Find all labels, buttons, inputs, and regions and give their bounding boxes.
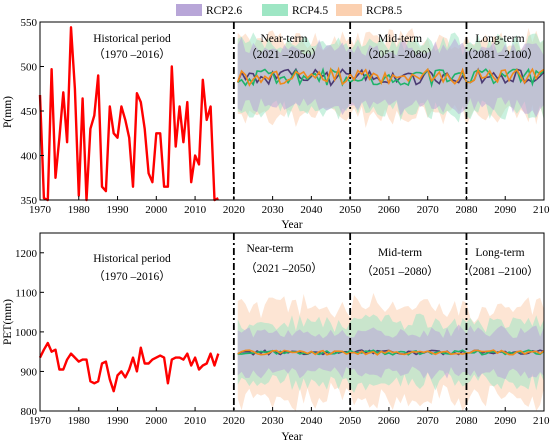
pet-xtick-label-1970: 1970 xyxy=(29,415,52,427)
pet-period-near-name: Near-term xyxy=(246,243,293,255)
p-period-mid-range: （2051 –2080） xyxy=(361,48,439,61)
pet-xtick-label-2080: 2080 xyxy=(455,415,478,427)
p-xtick-label-1990: 1990 xyxy=(107,204,130,216)
p-xtick-label-2090: 2090 xyxy=(494,204,517,216)
p-ytick-label-450: 450 xyxy=(21,106,38,118)
pet-xtick-label-1980: 1980 xyxy=(68,415,91,427)
p-xtick-label-1970: 1970 xyxy=(29,204,52,216)
p-period-long-range: （2081 –2100） xyxy=(461,48,539,61)
legend-label-rcp45: RCP4.5 xyxy=(292,5,328,17)
legend-swatch-rcp85 xyxy=(336,4,362,16)
pet-period-long-name: Long-term xyxy=(475,247,524,259)
p-xtick-label-2070: 2070 xyxy=(417,204,440,216)
pet-xtick-label-2020: 2020 xyxy=(223,415,246,427)
p-ytick-label-350: 350 xyxy=(21,195,38,207)
legend: RCP2.6 RCP4.5 RCP8.5 xyxy=(176,4,402,17)
p-ytick-label-550: 550 xyxy=(21,17,38,29)
pet-historical-series xyxy=(38,341,220,393)
p-period-near-name: Near-term xyxy=(260,33,307,45)
p-xtick-label-2080: 2080 xyxy=(455,204,478,216)
precipitation-panel: 1970 1980 1990 2000 2010 2020 2030 2040 2050 2060… xyxy=(2,17,550,231)
pet-projection-lines xyxy=(237,349,545,356)
pet-xtick-label-2090: 2090 xyxy=(494,415,517,427)
p-xtick-label-2050: 2050 xyxy=(339,204,362,216)
p-uncertainty-bands xyxy=(237,27,544,128)
p-xtick-label-2010: 2010 xyxy=(184,204,207,216)
legend-label-rcp85: RCP8.5 xyxy=(366,5,402,17)
p-period-historical-name: Historical period xyxy=(93,33,171,45)
p-period-historical-range: （1970 –2016） xyxy=(93,48,171,61)
pet-xtick-label-2030: 2030 xyxy=(262,415,285,427)
pet-period-near-range: （2021 –2050） xyxy=(245,262,323,275)
pet-plot-frame xyxy=(39,232,545,412)
p-xtick-label-2060: 2060 xyxy=(378,204,401,216)
pet-ytick-label-1100: 1100 xyxy=(15,287,37,299)
pet-ytick-label-1000: 1000 xyxy=(15,327,38,339)
pet-panel: 1970 1980 1990 2000 2010 2020 2030 2040 2050 2060… xyxy=(2,232,550,443)
p-ytick-label-500: 500 xyxy=(21,62,38,74)
pet-xtick-label-2100: 2100 xyxy=(533,415,550,427)
pet-xtick-label-2070: 2070 xyxy=(417,415,440,427)
pet-xtick-label-1990: 1990 xyxy=(107,415,130,427)
pet-ytick-label-1200: 1200 xyxy=(15,248,38,260)
p-projection-lines xyxy=(236,66,545,89)
p-period-near-range: （2021 –2050） xyxy=(245,48,323,61)
p-xtick-label-2100: 2100 xyxy=(533,204,550,216)
legend-swatch-rcp26 xyxy=(176,4,202,16)
pet-period-historical-range: （1970 –2016） xyxy=(93,270,171,283)
p-historical-series xyxy=(38,26,219,202)
pet-period-historical-name: Historical period xyxy=(93,253,171,265)
p-line-rcp85 xyxy=(236,66,545,87)
pet-xtick-label-2060: 2060 xyxy=(378,415,401,427)
pet-historical-line xyxy=(38,341,220,393)
pet-axes: 1970 1980 1990 2000 2010 2020 2030 2040 2050 2060… xyxy=(15,248,550,427)
pet-line-rcp85 xyxy=(237,349,545,356)
p-period-long-name: Long-term xyxy=(475,33,524,45)
pet-ytick-label-800: 800 xyxy=(21,406,38,418)
pet-ytick-label-900: 900 xyxy=(21,366,38,378)
p-period-mid-name: Mid-term xyxy=(378,33,422,45)
p-xtick-label-1980: 1980 xyxy=(68,204,91,216)
p-historical-line xyxy=(38,26,219,202)
pet-xtick-label-2040: 2040 xyxy=(300,415,323,427)
legend-label-rcp26: RCP2.6 xyxy=(206,5,242,17)
pet-xtick-label-2000: 2000 xyxy=(145,415,168,427)
p-xtick-label-2000: 2000 xyxy=(145,204,168,216)
p-xtick-label-2020: 2020 xyxy=(223,204,246,216)
p-ytick-label-400: 400 xyxy=(21,151,38,163)
pet-xlabel: Year xyxy=(281,431,302,443)
p-xtick-label-2030: 2030 xyxy=(262,204,285,216)
pet-period-mid-range: （2051 –2080） xyxy=(361,265,439,278)
p-axes: 1970 1980 1990 2000 2010 2020 2030 2040 2050 2060… xyxy=(21,17,550,216)
pet-xtick-label-2010: 2010 xyxy=(184,415,207,427)
p-xtick-label-2040: 2040 xyxy=(300,204,323,216)
pet-period-labels: Historical period （1970 –2016） Near-term… xyxy=(93,243,539,283)
p-xlabel: Year xyxy=(281,219,302,231)
legend-swatch-rcp45 xyxy=(262,4,288,16)
p-period-labels: Historical period （1970 –2016） Near-term… xyxy=(93,33,539,61)
pet-period-mid-name: Mid-term xyxy=(378,247,422,259)
p-ylabel: P(mm) xyxy=(2,96,14,128)
pet-period-long-range: （2081 –2100） xyxy=(461,265,539,278)
pet-xtick-label-2050: 2050 xyxy=(339,415,362,427)
pet-ylabel: PET(mm) xyxy=(2,299,14,345)
